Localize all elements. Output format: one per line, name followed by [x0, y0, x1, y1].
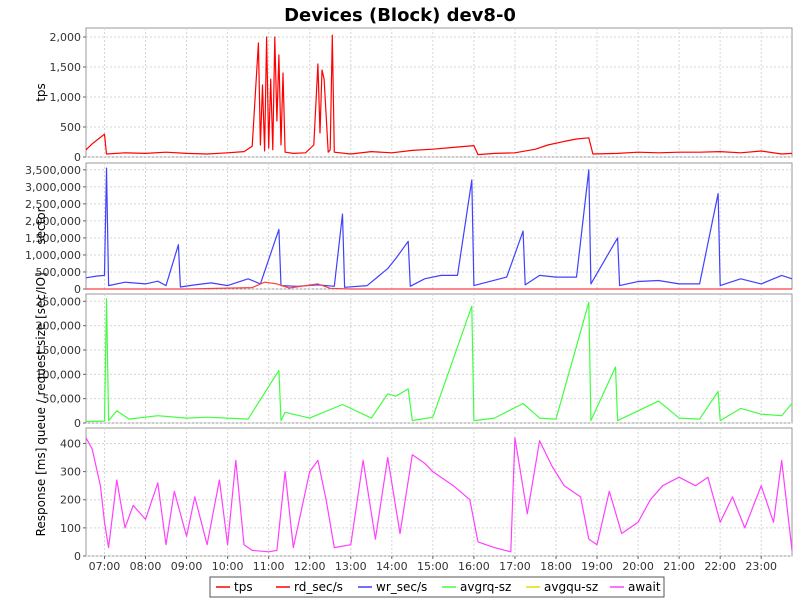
legend-item: wr_sec/s: [358, 580, 427, 594]
panel-1: 0 500,000 1,000,000 1,500,000 2,000,000 2,500…: [25, 162, 793, 296]
y-tick-label: 200,000: [36, 320, 82, 333]
series-line-rd-sec-s: [86, 281, 792, 290]
y-tick-label: 200: [60, 494, 81, 507]
x-tick-label: 09:00: [171, 560, 203, 573]
y-tick-label: 0: [74, 151, 81, 164]
legend-item: rd_sec/s: [276, 580, 343, 594]
panel-2: 0 50,000 100,000 150,000 200,000 250,000queue…: [34, 272, 793, 445]
chart-title: Devices (Block) dev8-0: [284, 5, 516, 26]
x-tick-label: 07:00: [89, 560, 121, 573]
x-tick-label: 14:00: [376, 560, 408, 573]
y-tick-label: 2,000: [50, 31, 82, 44]
chart-panels: 0 500 1,000 1,500 2,000 tps 0 500,000 1,000,000 1…: [25, 27, 793, 563]
x-tick-label: 10:00: [212, 560, 244, 573]
y-axis-label: tps: [34, 83, 48, 102]
y-tick-label: 150,000: [36, 344, 82, 357]
x-tick-label: 22:00: [704, 560, 736, 573]
legend: tps rd_sec/s wr_sec/s avgrq-sz avgqu-sz await: [209, 576, 665, 598]
panel-frame-0: [85, 27, 793, 158]
legend-label: tps: [234, 580, 253, 594]
y-tick-label: 1,500,000: [25, 232, 81, 245]
panel-0: 0 500 1,000 1,500 2,000 tps: [34, 27, 793, 164]
legend-label: await: [628, 580, 661, 594]
y-tick-label: 500: [60, 121, 81, 134]
x-tick-label: 15:00: [417, 560, 449, 573]
y-tick-label: 0: [74, 417, 81, 430]
y-tick-label: 1,000,000: [25, 249, 81, 262]
x-tick-label: 23:00: [745, 560, 777, 573]
y-tick-label: 2,000,000: [25, 215, 81, 228]
legend-item: avgrq-sz: [442, 580, 511, 594]
panel-frame-3: [85, 427, 793, 557]
x-tick-label: 19:00: [581, 560, 613, 573]
y-tick-label: 2,500,000: [25, 198, 81, 211]
x-tick-label: 12:00: [294, 560, 326, 573]
y-tick-label: 1,500: [50, 61, 82, 74]
y-tick-label: 100: [60, 522, 81, 535]
panel-3: 0 100 200 300 400 Response [ms]: [34, 427, 793, 563]
y-tick-label: 300: [60, 466, 81, 479]
legend-label: wr_sec/s: [376, 580, 427, 594]
series-line-avgrq-sz: [85, 298, 793, 423]
y-tick-label: 50,000: [43, 393, 82, 406]
series-line-wr-sec-s: [85, 167, 793, 288]
x-tick-label: 17:00: [499, 560, 531, 573]
y-tick-label: 400: [60, 437, 81, 450]
y-tick-label: 0: [74, 283, 81, 296]
x-tick-label: 13:00: [335, 560, 367, 573]
y-tick-label: 100,000: [36, 368, 82, 381]
y-axis-label: sector: [34, 207, 48, 244]
x-tick-label: 08:00: [130, 560, 162, 573]
y-tick-label: 0: [74, 550, 81, 563]
series-line-await: [85, 437, 793, 553]
y-tick-label: 250,000: [36, 295, 82, 308]
y-tick-label: 1,000: [50, 91, 82, 104]
x-tick-label: 11:00: [253, 560, 285, 573]
legend-item: await: [610, 580, 661, 594]
x-axis: 07:00 08:00 09:00 10:00 11:00 12:00 13:00 14:00…: [89, 556, 777, 573]
y-tick-label: 500,000: [36, 266, 82, 279]
legend-item: avgqu-sz: [526, 580, 598, 594]
y-tick-label: 3,000,000: [25, 181, 81, 194]
legend-box: [209, 576, 665, 598]
legend-label: avgrq-sz: [460, 580, 511, 594]
panel-frame-1: [85, 162, 793, 290]
legend-label: rd_sec/s: [294, 580, 343, 594]
x-tick-label: 20:00: [622, 560, 654, 573]
x-tick-label: 18:00: [540, 560, 572, 573]
y-axis-label: Response [ms]: [34, 448, 48, 537]
panel-frame-2: [85, 293, 793, 424]
x-tick-label: 21:00: [663, 560, 695, 573]
x-tick-label: 16:00: [458, 560, 490, 573]
legend-item: tps: [216, 580, 253, 594]
y-tick-label: 3,500,000: [25, 164, 81, 177]
legend-label: avgqu-sz: [544, 580, 598, 594]
y-axis-label: queue / request size [sec/IO]: [34, 272, 48, 444]
series-line-tps: [85, 34, 793, 156]
